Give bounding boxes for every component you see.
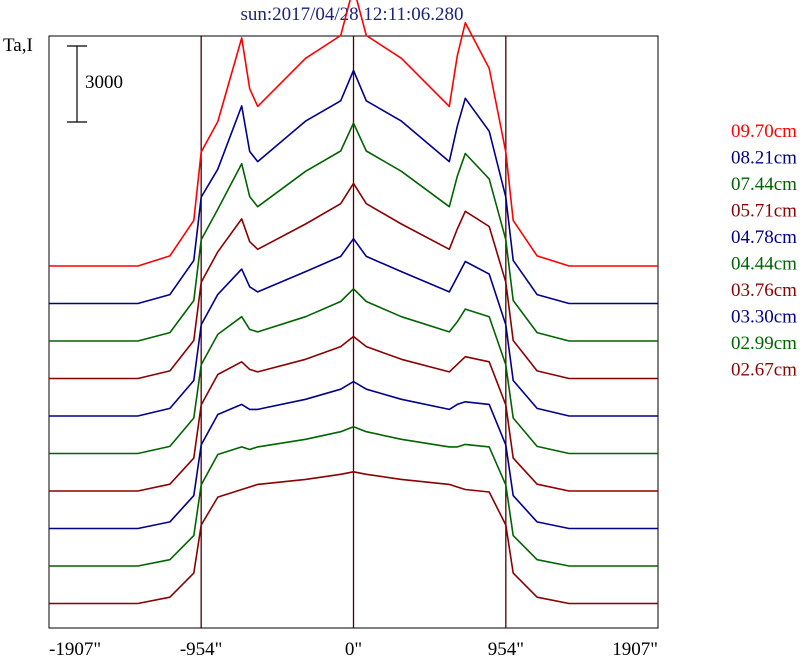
- series-line-09.70cm: [49, 0, 658, 267]
- y-axis-label: Ta,I: [3, 35, 33, 56]
- series-line-02.99cm: [49, 425, 658, 567]
- series-line-02.67cm: [49, 470, 658, 605]
- x-tick-label: -954": [180, 639, 223, 660]
- legend-entry: 05.71cm: [731, 201, 797, 222]
- legend-entry: 09.70cm: [731, 121, 797, 142]
- legend-entry: 03.76cm: [731, 280, 797, 301]
- legend-entry: 04.44cm: [731, 254, 797, 275]
- scale-bar-label: 3000: [85, 72, 123, 93]
- legend-entry: 02.99cm: [731, 333, 797, 354]
- intensity-scale-bar: [67, 45, 87, 123]
- legend-entry: 02.67cm: [731, 360, 797, 381]
- legend-entry: 04.78cm: [731, 227, 797, 248]
- series-line-07.44cm: [49, 122, 658, 342]
- legend-entry: 08.21cm: [731, 148, 797, 169]
- series-line-04.44cm: [49, 287, 658, 455]
- x-tick-label: 0": [345, 639, 362, 660]
- legend-entry: 07.44cm: [731, 174, 797, 195]
- series-line-03.30cm: [49, 380, 658, 530]
- x-tick-label: 954": [488, 639, 524, 660]
- series-line-05.71cm: [49, 182, 658, 380]
- series-line-04.78cm: [49, 237, 658, 417]
- x-tick-label: 1907": [612, 639, 658, 660]
- series-line-08.21cm: [49, 69, 658, 305]
- series-line-03.76cm: [49, 335, 658, 492]
- chart-title: sun:2017/04/28 12:11:06.280: [240, 4, 463, 25]
- legend-entry: 03.30cm: [731, 307, 797, 328]
- x-tick-label: -1907": [49, 639, 101, 660]
